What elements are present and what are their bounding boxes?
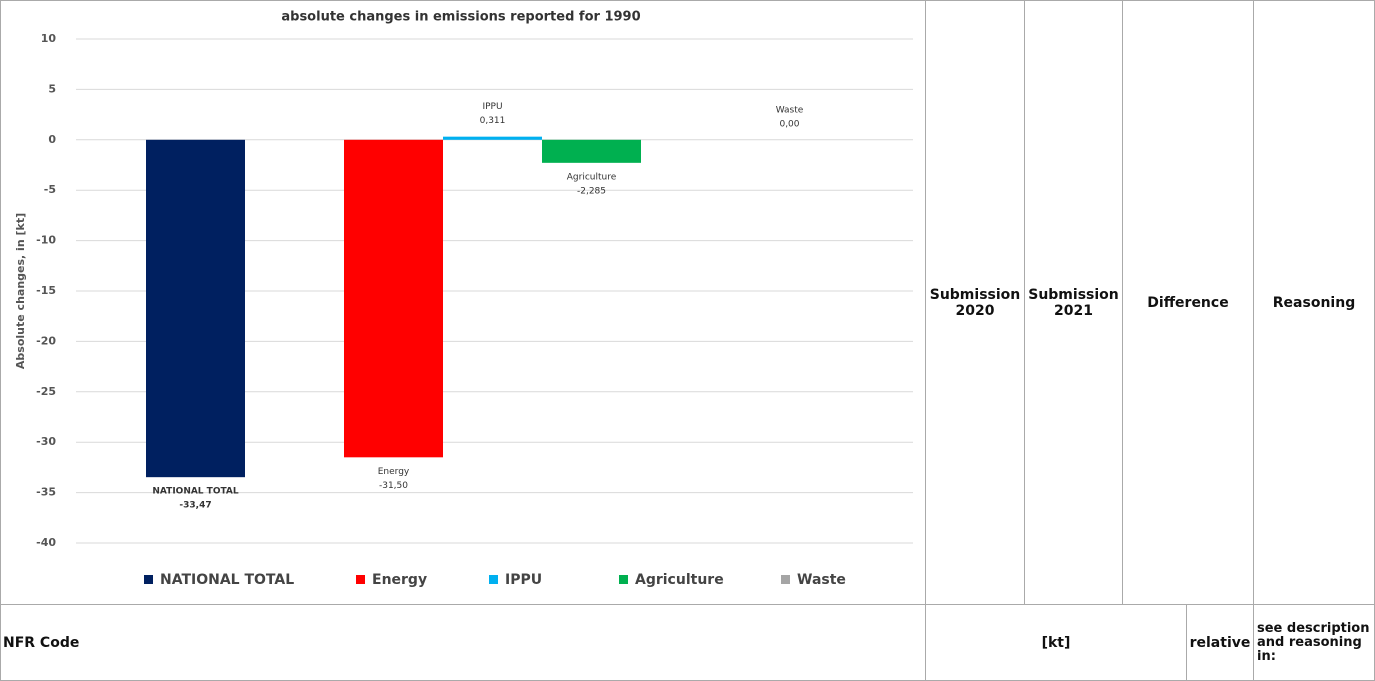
bar: [542, 139, 641, 163]
bar: [344, 139, 443, 458]
row-cell: see description and reasoning in:: [1253, 604, 1375, 681]
row-text: see description and reasoning in:: [1257, 620, 1370, 664]
header-cell: Submission 2021: [1024, 0, 1123, 605]
legend-label: IPPU: [505, 572, 542, 588]
y-axis-label: Absolute changes, in [kt]: [14, 213, 27, 369]
row-text: relative: [1189, 634, 1251, 651]
chart-cell: absolute changes in emissions reported f…: [0, 0, 926, 605]
row-text: NFR Code: [3, 634, 80, 651]
bar: [146, 139, 245, 478]
y-tick-label: -30: [36, 435, 56, 448]
legend-label: Agriculture: [635, 572, 724, 588]
data-label: -33,47: [179, 501, 211, 511]
legend-swatch: [144, 575, 153, 584]
row-cell: NFR Code: [0, 604, 926, 681]
chart: absolute changes in emissions reported f…: [14, 10, 913, 588]
y-tick-label: -20: [36, 334, 56, 347]
data-label-name: Waste: [776, 105, 804, 115]
y-tick-label: -40: [36, 536, 56, 549]
header-text: Submission 2021: [1028, 286, 1119, 319]
legend-swatch: [781, 575, 790, 584]
row-cell: [kt]: [925, 604, 1187, 681]
data-label-name: IPPU: [482, 102, 502, 112]
legend-swatch: [489, 575, 498, 584]
header-cell: Submission 2020: [925, 0, 1025, 605]
row-cell: relative: [1186, 604, 1254, 681]
header-text: Difference: [1147, 294, 1229, 311]
bar: [443, 136, 542, 140]
y-tick-label: -5: [44, 183, 56, 196]
y-tick-label: -10: [36, 234, 56, 247]
data-label-name: Energy: [378, 467, 410, 477]
legend-swatch: [356, 575, 365, 584]
data-label: -31,50: [379, 481, 408, 491]
header-text: Submission 2020: [929, 286, 1021, 319]
data-label: 0,00: [779, 119, 799, 129]
chart-title: absolute changes in emissions reported f…: [281, 10, 640, 25]
data-label: 0,311: [480, 116, 506, 126]
y-tick-label: 5: [48, 82, 56, 95]
data-label-name: NATIONAL TOTAL: [152, 487, 238, 497]
y-tick-label: -35: [36, 486, 56, 499]
header-text: Reasoning: [1272, 294, 1356, 311]
header-cell: Reasoning: [1253, 0, 1375, 605]
data-label: -2,285: [577, 186, 606, 196]
y-tick-label: -15: [36, 284, 56, 297]
legend-label: NATIONAL TOTAL: [160, 572, 294, 588]
y-tick-label: 0: [48, 133, 56, 146]
data-label-name: Agriculture: [567, 172, 617, 182]
y-tick-label: 10: [41, 32, 57, 45]
legend-label: Energy: [372, 572, 427, 588]
legend-label: Waste: [797, 572, 846, 588]
header-cell: Difference: [1122, 0, 1254, 605]
row-text: [kt]: [1041, 634, 1071, 651]
y-tick-label: -25: [36, 385, 56, 398]
legend-swatch: [619, 575, 628, 584]
